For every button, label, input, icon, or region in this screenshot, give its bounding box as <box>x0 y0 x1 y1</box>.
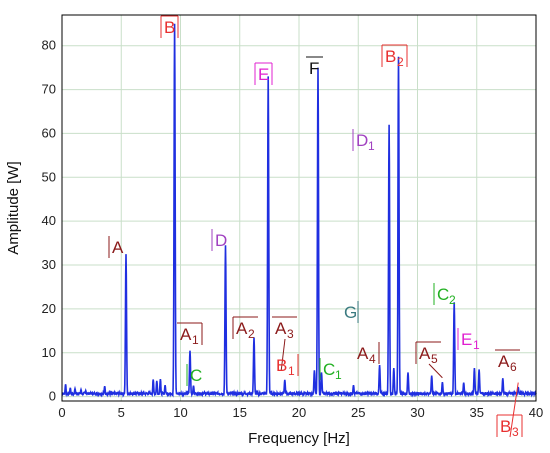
peak-label-letter: C <box>437 285 449 304</box>
peak-label-letter: D <box>356 131 368 150</box>
y-tick-label: 10 <box>42 345 56 360</box>
peak-label-letter: B <box>164 18 175 37</box>
x-tick-label: 10 <box>173 405 187 420</box>
peak-label-A: A <box>108 236 124 258</box>
y-tick-label: 20 <box>42 301 56 316</box>
x-tick-label: 30 <box>410 405 424 420</box>
x-tick-label: 0 <box>58 405 65 420</box>
peak-label-letter: E <box>258 65 269 84</box>
x-axis-label: Frequency [Hz] <box>248 430 350 447</box>
peak-label-G: G <box>344 301 359 323</box>
peak-label-subscript: 3 <box>287 327 294 341</box>
peak-label-subscript: 2 <box>449 293 456 307</box>
peak-label-E: E <box>254 62 273 85</box>
peak-label-F: F <box>306 56 323 78</box>
x-tick-label: 40 <box>529 405 543 420</box>
peak-label-subscript: 1 <box>473 338 480 352</box>
peak-label-letter: A <box>180 325 192 344</box>
y-tick-label: 50 <box>42 169 56 184</box>
peak-label-subscript: 1 <box>335 368 342 382</box>
peak-label-letter: C <box>323 360 335 379</box>
peak-label-letter: A <box>419 344 431 363</box>
peak-label-letter: B <box>276 356 287 375</box>
peak-label-letter: A <box>357 344 369 363</box>
peak-label-subscript: 4 <box>369 352 376 366</box>
spectrum-series <box>61 23 537 398</box>
peak-label-D: D <box>211 229 227 251</box>
peak-label-subscript: 6 <box>510 360 517 374</box>
peak-label-letter: A <box>112 238 124 257</box>
leader-line <box>280 338 286 371</box>
peak-label-letter: B <box>500 417 511 436</box>
y-tick-label: 80 <box>42 38 56 53</box>
peak-label-subscript: 1 <box>192 333 199 347</box>
peak-label-subscript: 5 <box>431 352 438 366</box>
peak-label-letter: E <box>461 330 472 349</box>
y-tick-label: 40 <box>42 213 56 228</box>
peak-label-letter: A <box>498 352 510 371</box>
x-axis-ticks: 0 5 10 15 20 25 30 35 40 <box>58 405 543 420</box>
leader-line <box>509 382 519 438</box>
peak-label-subscript: 2 <box>248 327 255 341</box>
x-tick-label: 25 <box>351 405 365 420</box>
peak-label-subscript: 2 <box>397 55 404 69</box>
grid-lines <box>61 15 537 401</box>
x-tick-label: 15 <box>233 405 247 420</box>
y-tick-label: 30 <box>42 257 56 272</box>
peak-label-subscript: 1 <box>368 139 375 153</box>
x-tick-label: 5 <box>118 405 125 420</box>
spectrum-line <box>61 23 537 398</box>
peak-label-subscript: 1 <box>288 364 295 378</box>
y-tick-label: 60 <box>42 125 56 140</box>
peak-label-letter: F <box>309 59 319 78</box>
y-tick-label: 0 <box>49 389 56 404</box>
y-axis-ticks: 0 10 20 30 40 50 60 70 80 <box>42 38 56 404</box>
peak-label-letter: A <box>275 319 287 338</box>
peak-label-letter: C <box>190 366 202 385</box>
y-axis-label: Amplitude [W] <box>5 161 22 254</box>
peak-label-letter: D <box>215 231 227 250</box>
peak-label-B: B <box>160 15 179 38</box>
plot-area-frame <box>61 14 537 402</box>
peak-label-C: C <box>186 364 202 386</box>
x-tick-label: 20 <box>292 405 306 420</box>
y-tick-label: 70 <box>42 82 56 97</box>
peak-label-letter: A <box>236 319 248 338</box>
peak-label-letter: G <box>344 303 357 322</box>
leader-line <box>428 363 443 379</box>
peak-label-letter: B <box>385 47 396 66</box>
peak-label-subscript: 3 <box>512 425 519 439</box>
x-tick-label: 35 <box>470 405 484 420</box>
